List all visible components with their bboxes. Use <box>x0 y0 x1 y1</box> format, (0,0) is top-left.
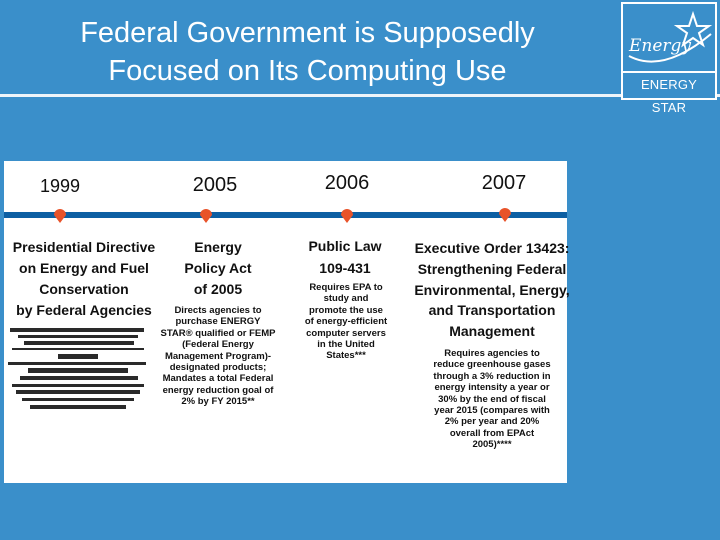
slide-title: Federal Government is Supposedly Focused… <box>20 14 595 90</box>
title-divider <box>0 94 720 97</box>
event-2007-heading: Executive Order 13423: Strengthening Fed… <box>414 240 570 340</box>
timeline-pin-2006 <box>341 209 353 223</box>
year-2006: 2006 <box>324 172 370 194</box>
event-1999-heading: Presidential Directive on Energy and Fue… <box>12 239 156 318</box>
year-2007: 2007 <box>481 172 527 194</box>
event-2006-heading: Public Law 109-431 <box>308 238 382 276</box>
year-1999: 1999 <box>39 176 81 196</box>
timeline-pin-2007 <box>499 208 511 222</box>
timeline-axis <box>4 212 567 218</box>
slide-title-line-1: Federal Government is Supposedly <box>80 17 535 49</box>
year-2005: 2005 <box>192 174 238 196</box>
timeline-pin-2005 <box>200 209 212 223</box>
garbled-text-artifact <box>8 328 146 409</box>
slide-title-line-2: Focused on Its Computing Use <box>108 55 507 87</box>
energy-star-logo-icon <box>628 10 713 63</box>
energy-star-label: ENERGY STAR <box>623 71 715 115</box>
energy-star-logo: Energy ENERGY STAR <box>621 2 717 115</box>
energy-script-text: Energy <box>629 36 692 56</box>
event-2007-detail: Requires agencies to reduce greenhouse g… <box>433 348 551 451</box>
event-2005-detail: Directs agencies to purchase ENERGY STAR… <box>160 305 276 408</box>
timeline-pin-1999 <box>54 209 66 223</box>
event-2006-detail: Requires EPA to study and promote the us… <box>304 282 388 362</box>
event-2005-heading: Energy Policy Act of 2005 <box>184 239 252 297</box>
